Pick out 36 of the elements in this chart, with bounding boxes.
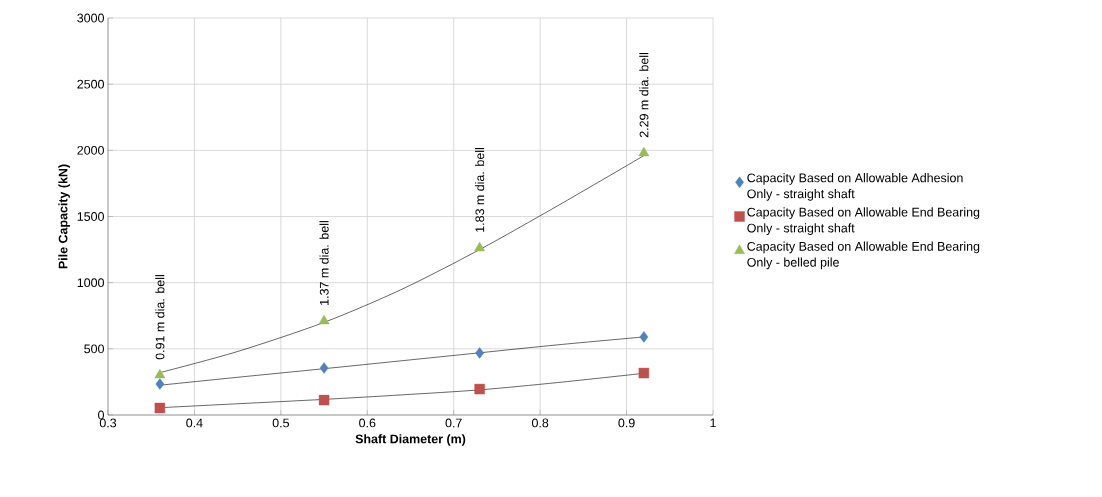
y-tick-label: 0 [98, 410, 104, 420]
x-axis-title: Shaft Diameter (m) [355, 434, 466, 446]
y-tick-label: 2000 [77, 145, 104, 155]
point [319, 362, 329, 374]
x-tick-label: 0.7 [445, 418, 462, 428]
legend-label: Capacity Based on Allowable End Bearing Only - belled pile [747, 241, 980, 270]
point [318, 314, 330, 325]
x-tick-label: 0.4 [186, 418, 203, 428]
point [474, 241, 486, 252]
point [475, 347, 484, 359]
y-tick-label: 500 [84, 344, 104, 354]
legend-label: Capacity Based on Allowable Adhesion Only - straight shaft [747, 173, 963, 201]
legend-label: Capacity Based on Allowable End Bearing Only - straight shaft [747, 207, 980, 235]
x-tick-label: 0.5 [272, 418, 289, 428]
point [155, 378, 165, 390]
x-tick-label: 0.3 [99, 418, 117, 428]
y-tick-label: 2500 [77, 79, 104, 89]
y-tick-label: 1000 [77, 278, 104, 288]
annotation: 1.83 m dia. bell [475, 148, 485, 232]
y-axis-title: Pile Capacity (kN) [58, 164, 70, 269]
point [638, 367, 650, 379]
x-tick-label: 0.9 [618, 418, 635, 428]
point [639, 331, 649, 343]
annotation: 1.37 m dia. bell [319, 221, 329, 305]
annotation: 2.29 m dia. bell [639, 53, 649, 138]
y-tick-label: 1500 [77, 212, 104, 221]
point [154, 368, 166, 379]
point [638, 146, 650, 157]
y-tick-label: 3000 [77, 13, 104, 23]
x-tick-label: 0.8 [531, 418, 549, 428]
annotation: 0.91 m dia. bell [155, 275, 165, 360]
point [474, 383, 485, 395]
point [154, 402, 166, 414]
point [318, 394, 330, 406]
x-tick-label: 0.6 [359, 418, 376, 428]
x-tick-label: 1 [710, 418, 716, 428]
